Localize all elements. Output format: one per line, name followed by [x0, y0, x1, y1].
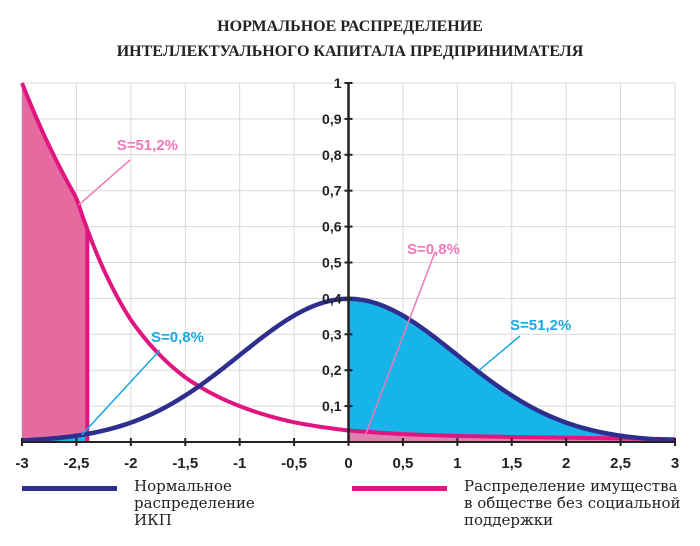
- x-tick-label: -0,5: [281, 455, 307, 472]
- chart-title-line1: НОРМАЛЬНОЕ РАСПРЕДЕЛЕНИЕ: [217, 18, 483, 35]
- y-tick-label: 0,5: [322, 255, 342, 271]
- legend-swatch-property: [352, 486, 447, 491]
- annotation-normal-left: S=0,8%: [151, 329, 204, 346]
- x-tick-label: -2: [124, 455, 137, 472]
- tick-labels: -3 -2,5 -2 -1,5 -1 -0,5 0 0,5 1 1,5 2 2,5 3 0,1 0,2 0,3…: [15, 75, 679, 472]
- legend-item-normal: Нормальное распределение ИКП: [22, 478, 282, 538]
- y-tick-label: 0,1: [322, 398, 342, 414]
- x-tick-label: 0: [344, 455, 352, 472]
- legend-item-property: Распределение имущества в обществе без с…: [352, 478, 697, 544]
- chart-title: НОРМАЛЬНОЕ РАСПРЕДЕЛЕНИЕ ИНТЕЛЛЕКТУАЛЬНО…: [0, 14, 700, 64]
- x-tick-label: -2,5: [63, 455, 89, 472]
- y-tick-label: 0,6: [322, 219, 342, 235]
- x-tick-label: -1: [233, 455, 246, 472]
- legend-swatch-normal: [22, 486, 117, 491]
- y-tick-label: 0,8: [322, 147, 342, 163]
- legend-label-normal: Нормальное распределение ИКП: [134, 477, 255, 529]
- x-tick-label: 1,5: [501, 455, 522, 472]
- area-property-left: [22, 83, 88, 442]
- y-tick-label: 0,4: [322, 290, 342, 306]
- x-tick-label: 1: [453, 455, 461, 472]
- y-tick-label: 0,9: [322, 111, 342, 127]
- chart-title-line2: ИНТЕЛЛЕКТУАЛЬНОГО КАПИТАЛА ПРЕДПРИНИМАТЕ…: [116, 43, 584, 60]
- axes: [21, 82, 676, 446]
- annotation-property-left-leader: [78, 159, 131, 206]
- legend-label-property: Распределение имущества в обществе без с…: [464, 477, 681, 529]
- annotations: S=51,2% S=0,8% S=0,8% S=51,2%: [78, 137, 571, 437]
- annotation-property-left: S=51,2%: [117, 137, 178, 154]
- annotation-property-right-leader: [364, 251, 436, 437]
- annotation-property-right: S=0,8%: [407, 241, 460, 258]
- annotation-normal-right: S=51,2%: [510, 317, 571, 334]
- y-tick-label: 1: [334, 75, 342, 91]
- annotation-normal-left-leader: [81, 349, 161, 436]
- x-tick-label: -1,5: [172, 455, 198, 472]
- y-tick-label: 0,7: [322, 183, 342, 199]
- y-tick-label: 0,2: [322, 362, 342, 378]
- y-tick-label: 0,3: [322, 326, 342, 342]
- x-tick-label: -3: [15, 455, 28, 472]
- x-tick-label: 2,5: [610, 455, 631, 472]
- annotation-normal-right-leader: [478, 335, 521, 371]
- x-tick-label: 0,5: [392, 455, 413, 472]
- x-tick-label: 2: [562, 455, 570, 472]
- x-tick-label: 3: [671, 455, 679, 472]
